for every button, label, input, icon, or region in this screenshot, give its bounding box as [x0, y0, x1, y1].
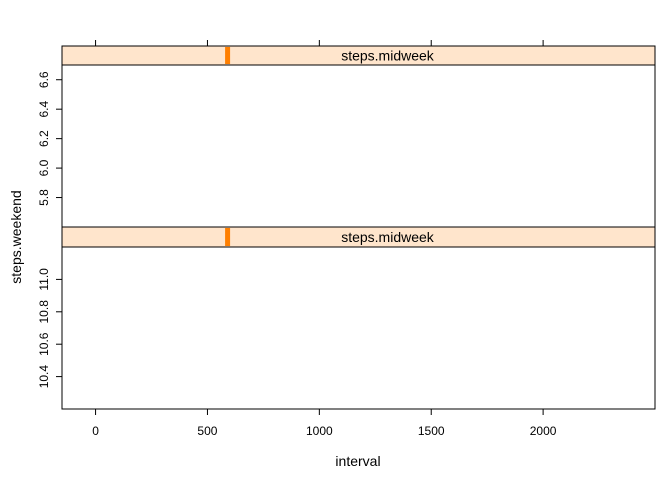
x-axis-label: interval: [335, 453, 380, 469]
x-tick-label: 1000: [306, 424, 333, 438]
y-tick-label: 11.0: [37, 268, 51, 291]
strip-label: steps.midweek: [341, 48, 435, 64]
y-tick-label: 6.2: [37, 130, 51, 147]
y-tick-label: 10.8: [37, 300, 51, 324]
x-tick-label: 500: [197, 424, 217, 438]
y-tick-label: 6.6: [37, 71, 51, 88]
y-tick-label: 6.0: [37, 159, 51, 176]
y-axis-label: steps.weekend: [8, 190, 24, 283]
y-tick-label: 10.6: [37, 332, 51, 356]
panel-2: steps.midweek 10.4 10.6 10.8 11.0: [37, 226, 656, 410]
panel-1: steps.midweek 5.8 6.0 6.2 6.4 6.6: [37, 45, 656, 228]
x-tick-label: 2000: [530, 424, 557, 438]
y-tick-label: 10.4: [37, 365, 51, 389]
x-axis: 0 500 1000 1500 2000: [92, 40, 557, 438]
x-tick-label: 1500: [418, 424, 445, 438]
strip-label: steps.midweek: [341, 229, 435, 245]
y-tick-label: 5.8: [37, 189, 51, 206]
strip-marker: [225, 228, 231, 246]
y-tick-label: 6.4: [37, 101, 51, 118]
panels-group: steps.midweek5.86.06.26.46.6steps.midwee…: [37, 45, 656, 410]
panel-frame: [61, 64, 656, 228]
strip-marker: [225, 47, 231, 64]
x-tick-label: 0: [92, 424, 99, 438]
panel-frame: [61, 246, 656, 410]
